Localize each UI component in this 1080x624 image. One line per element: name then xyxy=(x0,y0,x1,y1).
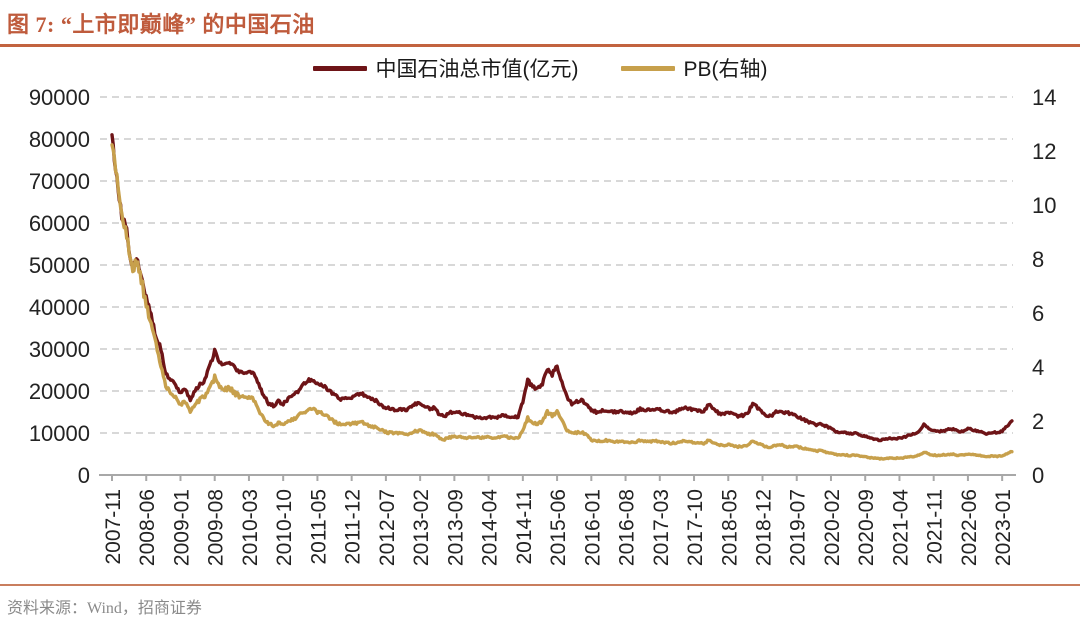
series-pb-line xyxy=(110,143,1014,461)
figure-title: 图 7: “上市即巅峰” 的中国石油 xyxy=(7,12,315,37)
x-axis-label: 2016-01 xyxy=(581,489,604,566)
y-axis-label-left: 50000 xyxy=(29,253,90,278)
y-axis-label-right: 4 xyxy=(1032,355,1044,380)
x-axis-label: 2015-06 xyxy=(547,489,570,566)
legend-label-market-cap: 中国石油总市值(亿元) xyxy=(375,58,579,81)
y-axis-label-left: 60000 xyxy=(29,211,90,236)
y-axis-label-right: 12 xyxy=(1032,139,1056,164)
x-axis-label: 2009-01 xyxy=(170,489,193,566)
y-axis-label-left: 0 xyxy=(78,463,90,488)
x-axis-label: 2007-11 xyxy=(102,489,125,565)
y-axis-label-right: 8 xyxy=(1032,247,1044,272)
x-axis-label: 2010-03 xyxy=(239,489,262,566)
x-axis-label: 2021-04 xyxy=(889,489,912,566)
y-axis-label-right: 6 xyxy=(1032,301,1044,326)
y-axis-label-left: 90000 xyxy=(29,85,90,110)
y-axis-label-right: 10 xyxy=(1032,193,1056,218)
legend-item-market-cap: 中国石油总市值(亿元) xyxy=(312,53,579,83)
y-axis-label-left: 20000 xyxy=(29,379,90,404)
market-cap-line-swatch xyxy=(312,65,367,71)
y-axis-label-left: 30000 xyxy=(29,337,90,362)
x-axis-label: 2020-09 xyxy=(855,489,878,566)
x-axis-label: 2014-11 xyxy=(513,489,536,565)
x-axis-label: 2013-09 xyxy=(444,489,467,566)
x-axis-label: 2008-06 xyxy=(136,489,159,566)
pb-line-swatch xyxy=(620,65,675,71)
x-axis-label: 2011-05 xyxy=(307,489,330,565)
x-axis-label: 2023-01 xyxy=(992,489,1015,566)
x-axis-label: 2012-07 xyxy=(376,489,399,566)
x-axis-label: 2017-03 xyxy=(650,489,673,566)
y-axis-label-right: 14 xyxy=(1032,85,1056,110)
footer-rule xyxy=(0,584,1080,586)
x-axis-label: 2014-04 xyxy=(479,489,502,566)
x-axis-label: 2018-05 xyxy=(718,489,741,566)
x-axis-label: 2018-12 xyxy=(753,489,776,566)
x-axis-label: 2011-12 xyxy=(342,489,365,565)
x-axis-label: 2021-11 xyxy=(924,489,947,565)
x-axis-label: 2016-08 xyxy=(616,489,639,566)
title-underline xyxy=(0,44,1080,47)
y-axis-label-left: 40000 xyxy=(29,295,90,320)
y-axis-label-right: 0 xyxy=(1032,463,1044,488)
x-axis-label: 2013-02 xyxy=(410,489,433,566)
x-axis-label: 2010-10 xyxy=(273,489,296,566)
chart-legend: 中国石油总市值(亿元) PB(右轴) xyxy=(0,53,1080,83)
y-axis-label-right: 2 xyxy=(1032,409,1044,434)
y-axis-label-left: 80000 xyxy=(29,127,90,152)
x-axis-label: 2020-02 xyxy=(821,489,844,566)
x-axis-label: 2022-06 xyxy=(958,489,981,566)
y-axis-label-left: 10000 xyxy=(29,421,90,446)
x-axis-label: 2009-08 xyxy=(205,489,228,566)
legend-item-pb: PB(右轴) xyxy=(620,53,768,83)
x-axis-label: 2017-10 xyxy=(684,489,707,566)
source-note: 资料来源：Wind，招商证券 xyxy=(7,600,202,617)
legend-label-pb: PB(右轴) xyxy=(683,58,768,81)
y-axis-label-left: 70000 xyxy=(29,169,90,194)
series-market-cap-line xyxy=(110,133,1014,443)
x-axis-label: 2019-07 xyxy=(787,489,810,566)
